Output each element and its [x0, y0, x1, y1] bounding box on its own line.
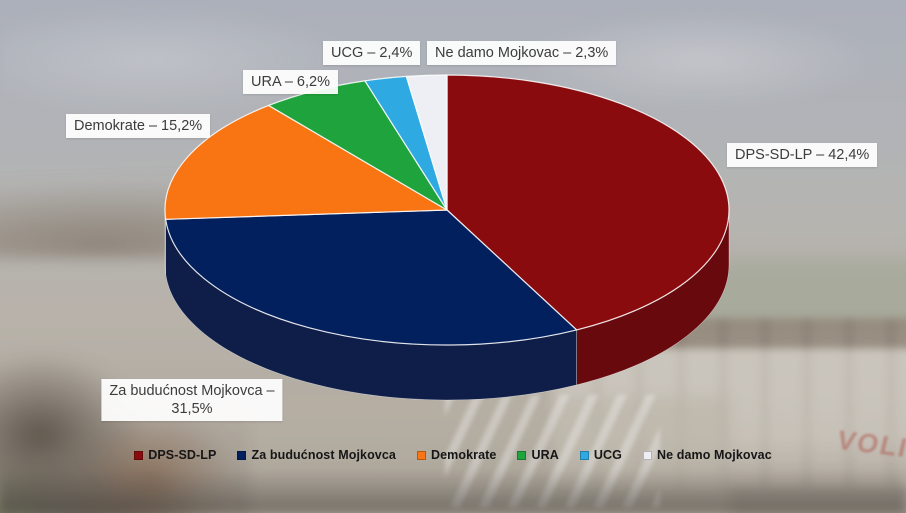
callout-demokrate: Demokrate – 15,2% [66, 114, 211, 139]
pie-slice-demokrate [164, 104, 448, 220]
callout-ucg: UCG – 2,4% [323, 41, 421, 66]
callout-dps-sd-lp: DPS-SD-LP – 42,4% [727, 143, 878, 168]
legend-label: UCG [593, 448, 622, 462]
legend-item-ne-damo-mojkovac: Ne damo Mojkovac [642, 448, 772, 462]
legend-marker-icon [642, 450, 652, 460]
pie-slice-dps-sd-lp [446, 74, 730, 331]
pie-slice-ne-damo-mojkovac [405, 74, 448, 211]
legend-item-za-budu-nost-mojkovca: Za budućnost Mojkovca [237, 448, 396, 462]
callout-za-buducnost-mojkovca: Za budućnost Mojkovca – 31,5% [101, 379, 283, 422]
legend-item-demokrate: Demokrate [416, 448, 497, 462]
legend-label: URA [531, 448, 559, 462]
legend-label: DPS-SD-LP [148, 448, 217, 462]
legend-item-ura: URA [517, 448, 559, 462]
pie-slice-za-budu-nost-mojkovca [165, 209, 578, 346]
legend-label: Za budućnost Mojkovca [251, 448, 396, 462]
legend-marker-icon [517, 450, 527, 460]
legend-marker-icon [579, 450, 589, 460]
legend-item-dps-sd-lp: DPS-SD-LP [134, 448, 216, 462]
callout-ne-damo-mojkovac: Ne damo Mojkovac – 2,3% [427, 41, 617, 66]
callout-ura: URA – 6,2% [243, 70, 338, 95]
legend-marker-icon [416, 450, 426, 460]
legend: DPS-SD-LP Za budućnost Mojkovca Demokrate U… [0, 448, 906, 462]
legend-marker-icon [134, 450, 144, 460]
legend-label: Demokrate [430, 448, 497, 462]
legend-label: Ne damo Mojkovac [656, 448, 772, 462]
legend-item-ucg: UCG [579, 448, 622, 462]
legend-marker-icon [237, 450, 247, 460]
